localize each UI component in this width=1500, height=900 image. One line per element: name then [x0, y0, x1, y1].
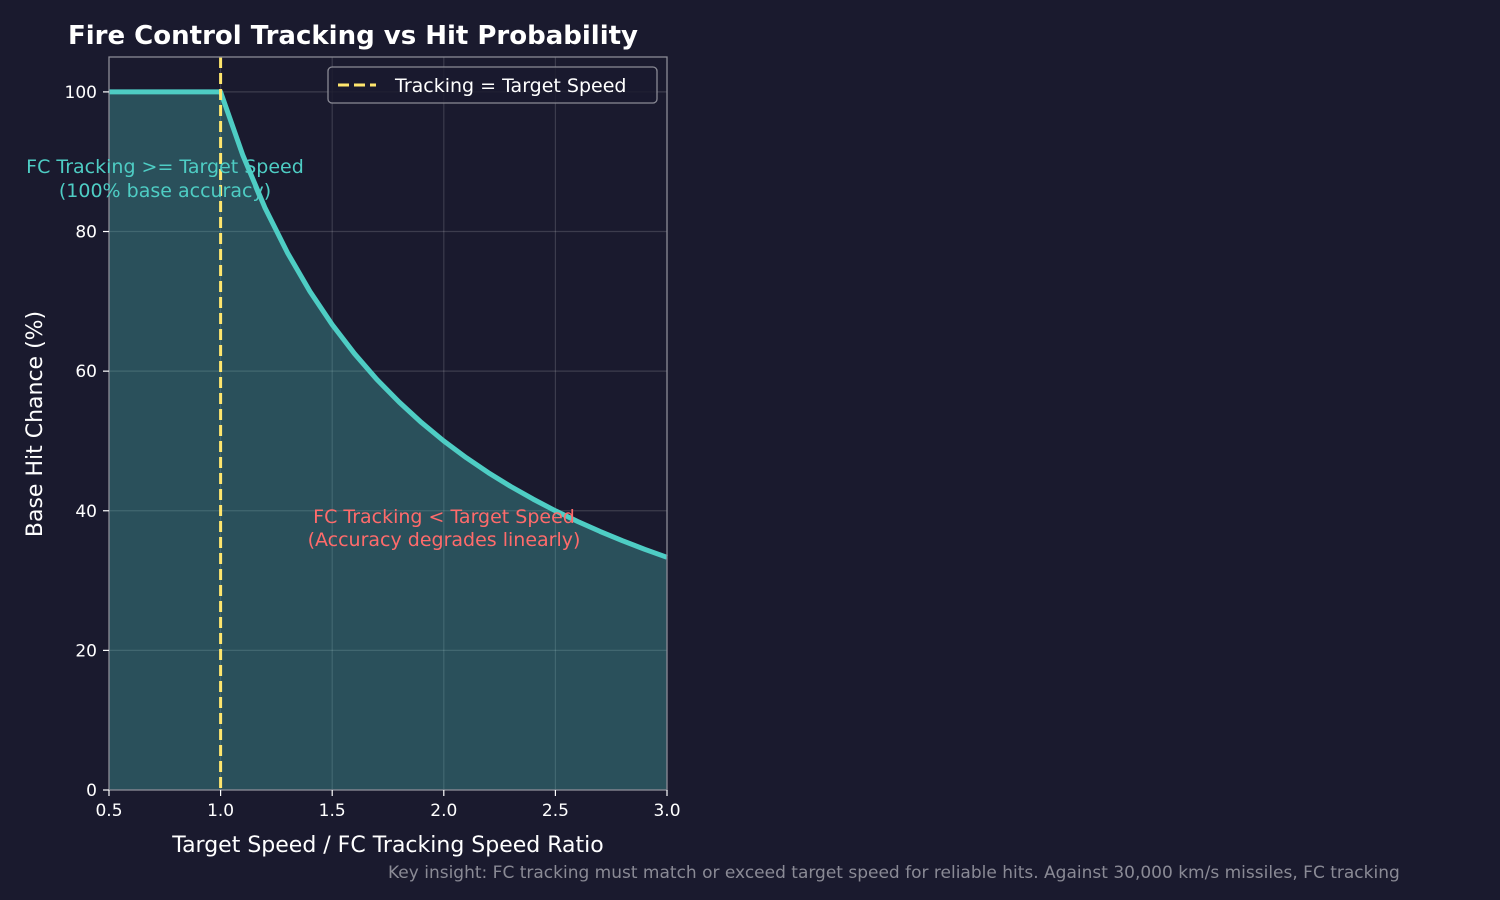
y-tick-label: 0: [86, 781, 97, 801]
annotation-red-line2: (Accuracy degrades linearly): [308, 529, 581, 551]
y-tick-label: 60: [75, 362, 97, 382]
area-fill: [109, 91, 667, 790]
x-tick-label: 1.5: [319, 801, 346, 821]
y-tick-label: 20: [75, 641, 97, 661]
x-tick-label: 2.5: [542, 801, 569, 821]
plot-frame: [108, 56, 668, 791]
x-tick-label: 3.0: [653, 801, 680, 821]
chart-title: Fire Control Tracking vs Hit Probability: [68, 21, 638, 51]
x-tick-label: 2.0: [430, 801, 457, 821]
legend-label: Tracking = Target Speed: [394, 75, 626, 97]
y-tick-label: 80: [75, 223, 97, 243]
annotation-red-line1: FC Tracking < Target Speed: [313, 506, 575, 528]
footnote: Key insight: FC tracking must match or e…: [388, 863, 1400, 883]
y-axis-label: Base Hit Chance (%): [23, 311, 48, 537]
x-tick-label: 1.0: [207, 801, 234, 821]
hit-chance-line: [109, 89, 668, 560]
ticks: 0.5 1.0 1.5 2.0 2.5 3.0 0 20 40 60 80 100: [65, 83, 681, 821]
annotation-green-line2: (100% base accuracy): [59, 180, 271, 202]
annotation-green-line1: FC Tracking >= Target Speed: [26, 156, 304, 178]
y-tick-label: 100: [65, 83, 97, 103]
x-axis-label: Target Speed / FC Tracking Speed Ratio: [171, 833, 603, 858]
legend: Tracking = Target Speed: [327, 66, 658, 104]
x-tick-label: 0.5: [95, 801, 122, 821]
y-tick-label: 40: [75, 502, 97, 522]
